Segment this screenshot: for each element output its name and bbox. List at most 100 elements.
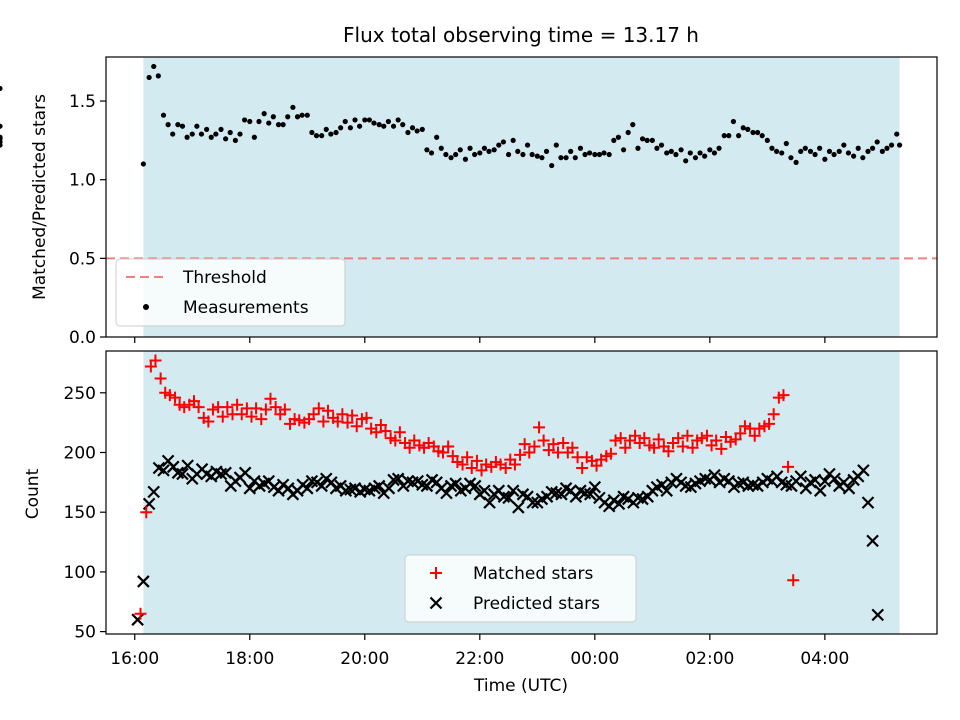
measurement-point	[342, 118, 348, 125]
measurement-point	[788, 155, 794, 161]
predicted-star-point	[502, 491, 515, 505]
measurement-point	[424, 147, 430, 153]
matched-star-point	[360, 411, 373, 424]
matched-star-point	[140, 506, 153, 519]
matched-star-point	[480, 458, 493, 471]
matched-star-point	[648, 441, 661, 454]
matched-star-point	[255, 413, 268, 426]
matched-star-point	[715, 442, 728, 455]
predicted-star-point	[794, 470, 807, 483]
matched-star-point	[259, 403, 272, 416]
bottom-y-axis-label: Count	[23, 468, 43, 519]
measurement-point	[711, 150, 718, 156]
matched-star-point	[379, 425, 392, 438]
matched-star-point	[317, 415, 330, 428]
measurement-point	[275, 122, 282, 128]
matched-star-point	[437, 446, 450, 459]
predicted-stars-points	[131, 454, 885, 626]
matched-star-point	[206, 403, 219, 416]
matched-star-point	[629, 429, 642, 442]
matched-star-point	[724, 435, 737, 448]
measurement-point	[155, 73, 161, 79]
measurement-point	[247, 118, 253, 125]
measurement-point	[520, 151, 526, 158]
measurement-point	[879, 148, 885, 154]
measurement-point	[505, 151, 512, 158]
measurement-point	[467, 145, 473, 151]
measurement-point	[405, 129, 411, 136]
matched-star-point	[178, 401, 191, 414]
measurement-point	[836, 148, 842, 154]
measurement-point	[558, 155, 564, 161]
matched-star-point	[370, 426, 383, 439]
top-y-tick-label: 0.0	[69, 328, 96, 348]
bottom-y-tick-label: 200	[64, 443, 96, 463]
measurement-point	[290, 104, 296, 110]
matched-star-point	[341, 416, 354, 429]
measurement-point	[783, 140, 789, 147]
measurement-point	[606, 151, 612, 158]
bottom-y-tick-label: 250	[64, 384, 96, 404]
matched-star-point	[523, 446, 536, 459]
bottom-y-ticks: 50 100 150 200 250	[64, 384, 106, 643]
measurement-point	[884, 145, 890, 151]
matched-star-point	[763, 417, 776, 430]
predicted-star-point	[137, 575, 150, 588]
x-tick-label: 16:00	[110, 649, 159, 669]
measurement-point	[304, 112, 310, 118]
predicted-star-point	[506, 484, 520, 497]
matched-star-point	[777, 389, 790, 402]
measurement-point	[668, 148, 674, 154]
measurement-point	[802, 145, 808, 151]
measurement-point	[323, 126, 329, 132]
measurement-point	[477, 150, 483, 156]
matched-star-point	[442, 440, 455, 453]
matched-star-point	[245, 410, 258, 423]
measurement-point	[338, 125, 344, 131]
top-y-axis-label: Matched/Predicted stars	[30, 94, 50, 300]
predicted-star-point	[857, 464, 870, 477]
matched-star-point	[278, 403, 291, 416]
measurement-point	[577, 145, 584, 151]
predicted-star-point	[243, 482, 257, 495]
predicted-star-point	[483, 496, 496, 509]
matched-star-point	[676, 440, 689, 453]
predicted-star-point	[708, 468, 721, 482]
measurement-point	[500, 139, 506, 145]
measurement-point	[280, 122, 286, 128]
matched-star-point	[566, 441, 579, 454]
measurement-point	[894, 131, 900, 137]
measurement-point	[256, 118, 262, 125]
matched-star-point	[221, 401, 234, 414]
measurement-point	[888, 142, 895, 148]
measurement-point	[855, 145, 861, 151]
matched-star-point	[149, 354, 162, 367]
measurement-point	[189, 131, 195, 137]
measurement-point	[697, 150, 703, 156]
matched-star-point	[231, 398, 244, 411]
matched-star-point	[557, 436, 570, 449]
matched-star-point	[619, 441, 632, 454]
matched-star-point	[163, 389, 176, 402]
measurement-point	[841, 142, 847, 148]
measurement-point	[683, 158, 689, 164]
measurement-point	[730, 118, 737, 125]
measurement-point	[754, 129, 761, 136]
measurement-point	[347, 125, 354, 131]
measurement-point	[400, 122, 406, 128]
measurement-point	[457, 147, 463, 153]
measurement-point	[692, 155, 699, 161]
predicted-star-point	[176, 467, 189, 481]
measurement-point	[376, 122, 382, 128]
measurement-point	[793, 159, 799, 165]
measurement-point	[491, 147, 497, 153]
measurement-point	[563, 155, 569, 161]
legend-predicted-marker	[429, 596, 443, 610]
predicted-star-point	[157, 464, 170, 477]
measurement-point	[539, 155, 545, 161]
matched-star-point	[307, 408, 320, 421]
measurement-point	[223, 136, 229, 142]
measurement-point	[175, 122, 181, 128]
measurement-point	[140, 161, 146, 167]
measurement-point	[822, 156, 828, 162]
